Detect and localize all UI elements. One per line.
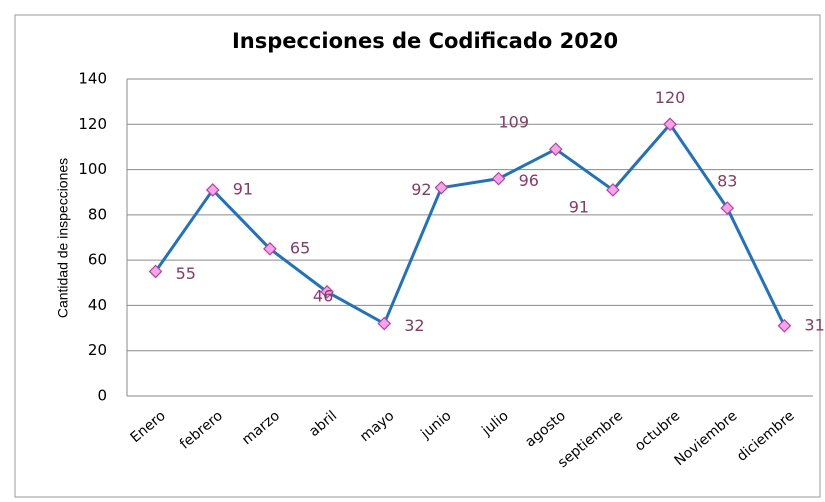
chart-frame — [14, 14, 821, 498]
marker — [663, 117, 677, 132]
data-label: 46 — [313, 286, 333, 305]
data-label: 109 — [498, 113, 529, 132]
marker — [148, 264, 163, 279]
marker — [491, 171, 506, 186]
y-tick-label: 0 — [97, 387, 107, 405]
marker — [720, 201, 735, 215]
marker — [263, 241, 277, 256]
marker — [205, 183, 220, 197]
data-label: 91 — [569, 197, 589, 216]
data-label: 83 — [717, 172, 737, 191]
marker — [777, 318, 792, 333]
marker — [320, 284, 334, 299]
marker — [606, 183, 620, 197]
marker — [377, 316, 392, 331]
data-label: 92 — [411, 180, 431, 199]
y-tick-label: 140 — [78, 70, 107, 88]
data-label: 31 — [804, 315, 824, 334]
data-label: 55 — [176, 264, 196, 283]
y-tick-label: 100 — [78, 160, 107, 178]
marker — [434, 180, 449, 195]
data-label: 65 — [290, 238, 310, 257]
data-label: 96 — [519, 171, 539, 190]
y-tick-label: 120 — [78, 115, 107, 133]
data-label: 120 — [655, 88, 686, 107]
marker — [548, 142, 563, 157]
y-tick-label: 80 — [88, 205, 107, 223]
y-tick-label: 40 — [88, 296, 107, 314]
y-tick-label: 20 — [88, 341, 107, 359]
y-tick-label: 60 — [88, 251, 107, 269]
series-line — [154, 121, 786, 327]
data-label: 32 — [404, 316, 424, 335]
data-label: 91 — [233, 179, 253, 198]
chart-title: Inspecciones de Codificado 2020 — [232, 29, 618, 53]
y-axis-label: Cantidad de inspecciones — [55, 158, 71, 318]
